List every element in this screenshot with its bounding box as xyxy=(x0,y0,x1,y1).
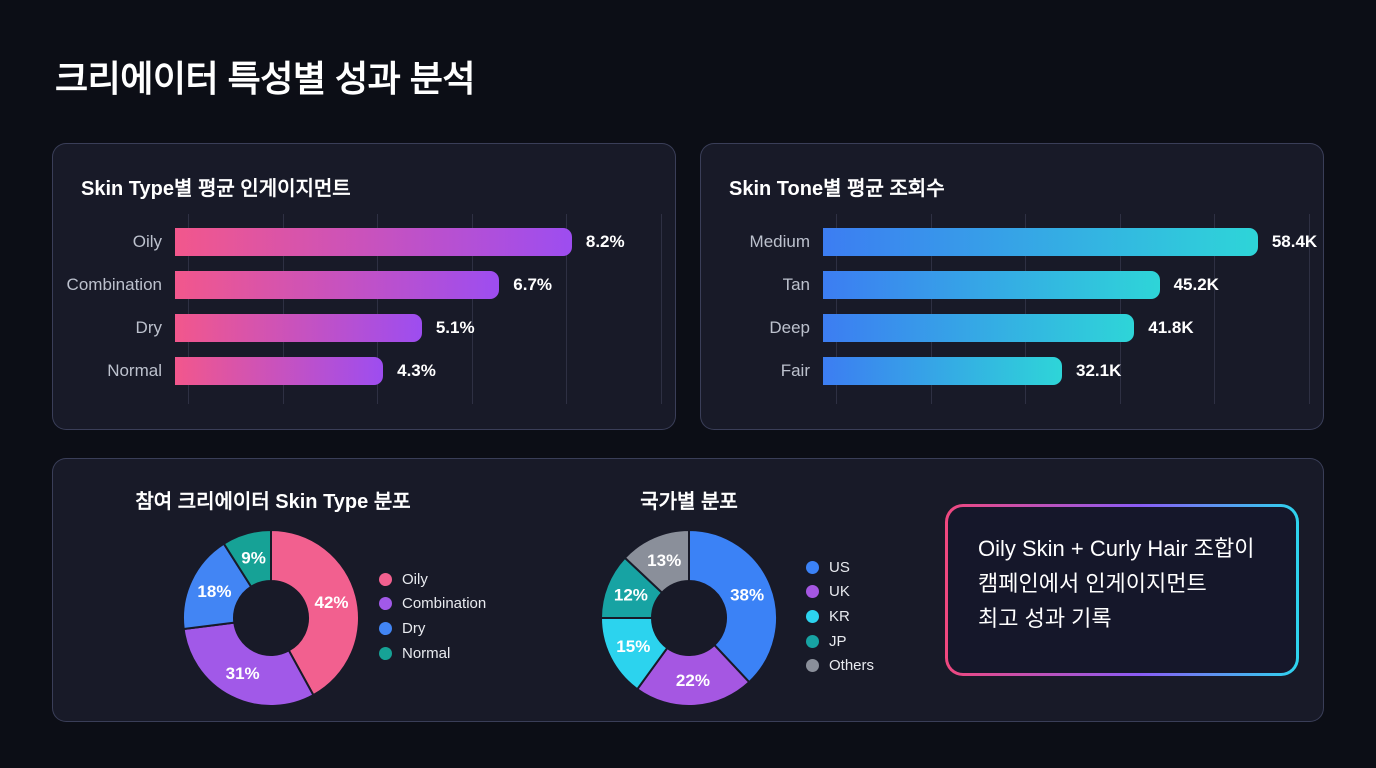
bar-track: 41.8K xyxy=(823,313,1307,342)
bar-track: 32.1K xyxy=(823,356,1307,385)
bar xyxy=(175,356,384,385)
legend-skin-type: Oily Combination Dry Normal xyxy=(379,567,486,665)
bar-track: 6.7% xyxy=(175,270,659,299)
bar-track: 58.4K xyxy=(823,227,1317,256)
legend-label: Normal xyxy=(402,644,451,662)
legend-dot-icon xyxy=(379,572,392,586)
legend-label: Others xyxy=(829,657,875,675)
insight-callout: Oily Skin + Curly Hair 조합이 캠페인에서 인게이지먼트 … xyxy=(945,504,1299,676)
donut-percent-label: 22% xyxy=(676,671,710,690)
donut-percent-label: 42% xyxy=(315,593,349,612)
legend-label: JP xyxy=(829,632,847,650)
bar-track: 4.3% xyxy=(175,356,659,385)
bar-category-label: Medium xyxy=(749,231,810,251)
bar xyxy=(823,227,1258,256)
bar-row: Medium 58.4K xyxy=(701,220,1323,263)
legend-dot-icon xyxy=(379,621,392,635)
bar-row: Normal 4.3% xyxy=(53,349,675,392)
donut-title-skin-type: 참여 크리에이터 Skin Type 분포 xyxy=(135,491,411,513)
donut-percent-label: 15% xyxy=(616,637,650,656)
legend-dot-icon xyxy=(806,609,819,623)
legend-label: US xyxy=(829,558,850,576)
bar-value-label: 41.8K xyxy=(1148,317,1194,337)
card-skin-tone-views: Skin Tone별 평균 조회수 Medium 58.4K Tan 45.2K Dee… xyxy=(700,143,1324,430)
bar-value-label: 5.1% xyxy=(435,317,475,337)
donut-chart-country: 38% 22% 15% 12% 13% xyxy=(599,528,779,708)
donut-percent-label: 13% xyxy=(647,551,681,570)
donut-segment-combination xyxy=(182,621,315,707)
donut-percent-label: 18% xyxy=(197,582,231,601)
bar-track: 5.1% xyxy=(175,313,659,342)
legend-label: Combination xyxy=(402,595,487,613)
legend-item-others: Others xyxy=(806,653,874,678)
legend-item-uk: UK xyxy=(806,580,874,605)
bar-value-label: 58.4K xyxy=(1271,231,1318,251)
bar-value-label: 32.1K xyxy=(1076,360,1122,380)
legend-label: KR xyxy=(829,607,850,625)
bar-category-label: Fair xyxy=(780,360,810,380)
legend-item-kr: KR xyxy=(806,604,874,629)
bar xyxy=(175,227,572,256)
legend-item-us: US xyxy=(806,555,874,580)
donut-percent-label: 9% xyxy=(241,548,266,567)
bar-row: Fair 32.1K xyxy=(701,349,1323,392)
donut-segment-oily xyxy=(270,528,360,697)
page-title: 크리에이터 특성별 성과 분석 xyxy=(55,58,475,99)
bar-row: Oily 8.2% xyxy=(53,220,675,263)
bar-chart-skin-tone: Medium 58.4K Tan 45.2K Deep 41.8K Fair 32.1K xyxy=(701,220,1323,392)
donut-segment-normal xyxy=(222,528,272,589)
donut-percent-label: 12% xyxy=(614,585,648,604)
legend-label: Dry xyxy=(402,619,426,637)
bar-value-label: 8.2% xyxy=(585,231,625,251)
bar-category-label: Deep xyxy=(769,317,810,337)
donut-title-country: 국가별 분포 xyxy=(640,491,738,513)
bar-track: 8.2% xyxy=(175,227,659,256)
bar xyxy=(823,313,1135,342)
bar-row: Tan 45.2K xyxy=(701,263,1323,306)
donut-percent-label: 31% xyxy=(226,664,260,683)
bar-value-label: 45.2K xyxy=(1173,274,1219,294)
card-skin-type-engagement: Skin Type별 평균 인게이지먼트 Oily 8.2% Combination… xyxy=(52,143,676,430)
bar-category-label: Tan xyxy=(782,274,810,294)
bar xyxy=(175,313,422,342)
bar-category-label: Oily xyxy=(132,231,162,251)
bar-chart-skin-type: Oily 8.2% Combination 6.7% Dry 5.1% Normal 4.3% xyxy=(53,220,675,392)
legend-item-oily: Oily xyxy=(379,567,486,592)
legend-dot-icon xyxy=(379,597,392,611)
legend-dot-icon xyxy=(806,634,819,648)
bar xyxy=(175,270,500,299)
card-distributions: 참여 크리에이터 Skin Type 분포 42% 31% 18% 9% Oily Co… xyxy=(52,458,1324,722)
legend-dot-icon xyxy=(379,646,392,660)
legend-item-combination: Combination xyxy=(379,592,486,617)
chart-title-skin-type: Skin Type별 평균 인게이지먼트 xyxy=(81,178,351,200)
legend-dot-icon xyxy=(806,560,819,574)
legend-dot-icon xyxy=(806,585,819,599)
bar-value-label: 6.7% xyxy=(513,274,553,294)
bar-category-label: Normal xyxy=(107,360,162,380)
donut-segment-others xyxy=(623,528,690,595)
legend-item-normal: Normal xyxy=(379,641,486,666)
legend-dot-icon xyxy=(806,659,819,673)
bar-category-label: Combination xyxy=(66,274,162,294)
chart-title-skin-tone: Skin Tone별 평균 조회수 xyxy=(729,178,945,200)
legend-item-jp: JP xyxy=(806,629,874,654)
bar-value-label: 4.3% xyxy=(397,360,436,380)
bar xyxy=(823,270,1160,299)
donut-percent-label: 38% xyxy=(730,585,764,604)
donut-chart-skin-type: 42% 31% 18% 9% xyxy=(181,528,361,708)
bar-row: Combination 6.7% xyxy=(53,263,675,306)
legend-label: UK xyxy=(829,583,850,601)
legend-country: US UK KR JP Others xyxy=(806,555,874,678)
legend-label: Oily xyxy=(402,570,428,588)
donut-segment-us xyxy=(688,528,778,684)
bar-track: 45.2K xyxy=(823,270,1307,299)
bar xyxy=(823,356,1063,385)
insight-text: Oily Skin + Curly Hair 조합이 캠페인에서 인게이지먼트 … xyxy=(978,536,1255,631)
legend-item-dry: Dry xyxy=(379,616,486,641)
bar-category-label: Dry xyxy=(135,317,162,337)
donut-segment-uk xyxy=(635,643,751,707)
bar-row: Dry 5.1% xyxy=(53,306,675,349)
bar-row: Deep 41.8K xyxy=(701,306,1323,349)
